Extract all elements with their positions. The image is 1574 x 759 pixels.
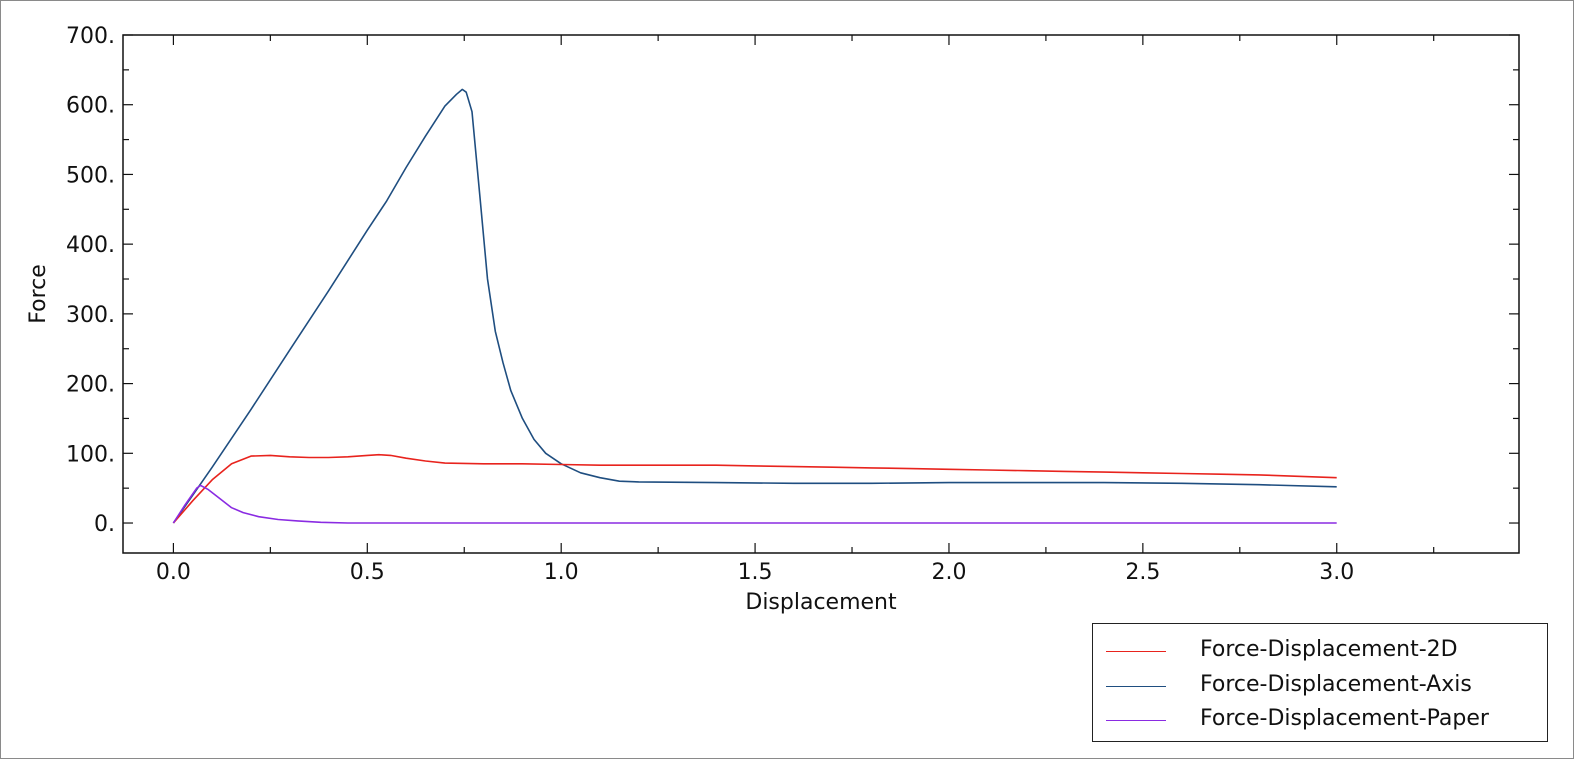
y-tick-label: 400.: [66, 233, 115, 258]
series-line-axis: [172, 88, 1337, 524]
series-line-paper: [172, 484, 1337, 524]
legend-label-paper: Force-Displacement-Paper: [1200, 706, 1489, 731]
y-tick-label: 200.: [66, 373, 115, 398]
series-lines: [172, 88, 1337, 524]
legend-swatch-axis: [1106, 686, 1166, 687]
legend-item-paper: Force-Displacement-Paper: [1093, 704, 1547, 738]
y-tick-label: 700.: [66, 24, 115, 49]
legend-item-axis: Force-Displacement-Axis: [1093, 670, 1547, 704]
x-tick-label: 2.5: [1125, 560, 1160, 585]
y-axis-label: Force: [26, 264, 51, 324]
series-line-2d: [172, 453, 1337, 524]
x-tick-label: 3.0: [1319, 560, 1354, 585]
y-tick-label: 100.: [66, 442, 115, 467]
legend-swatch-paper: [1106, 720, 1166, 721]
x-tick-label: 2.0: [931, 560, 966, 585]
x-tick-label: 1.5: [738, 560, 773, 585]
x-tick-label: 1.0: [544, 560, 579, 585]
x-tick-label: 0.5: [350, 560, 385, 585]
legend-swatch-2d: [1106, 651, 1166, 652]
axis-ticks: [123, 34, 1519, 553]
y-tick-label: 300.: [66, 303, 115, 328]
plot-area: [122, 34, 1520, 554]
legend-item-2d: Force-Displacement-2D: [1093, 635, 1547, 669]
y-tick-label: 600.: [66, 94, 115, 119]
legend: Force-Displacement-2D Force-Displacement…: [1092, 623, 1548, 742]
axis-tick-labels: 0.0 0.5 1.0 1.5 2.0 2.5 3.0 0. 100. 200. 300. 400. 5…: [66, 24, 1354, 585]
legend-label-axis: Force-Displacement-Axis: [1200, 672, 1472, 697]
y-tick-label: 0.: [94, 512, 115, 537]
x-axis-label: Displacement: [745, 590, 897, 615]
y-tick-label: 500.: [66, 163, 115, 188]
legend-label-2d: Force-Displacement-2D: [1200, 637, 1458, 662]
x-tick-label: 0.0: [156, 560, 191, 585]
